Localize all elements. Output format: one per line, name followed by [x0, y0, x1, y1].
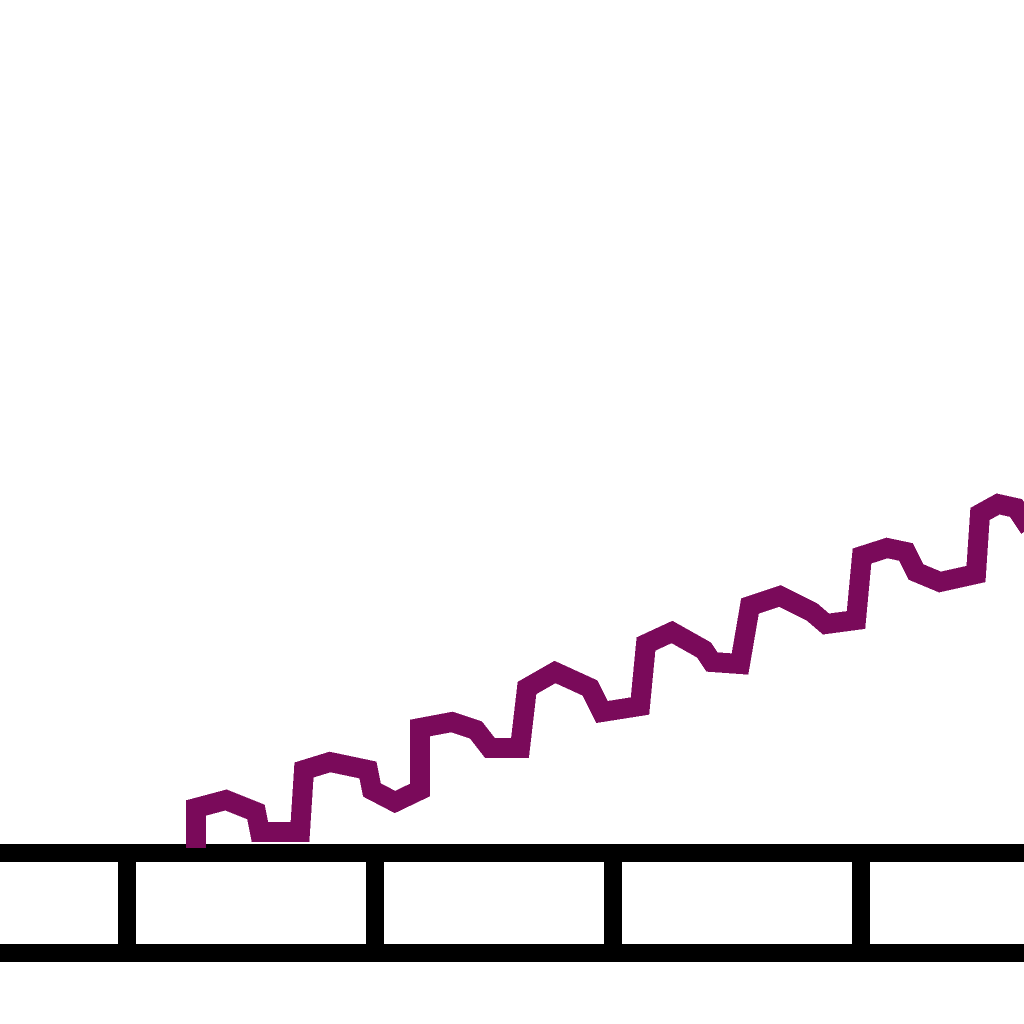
track-post: [604, 852, 622, 952]
top-rail: [0, 844, 1024, 862]
rail-track: [0, 844, 1024, 962]
track-post: [118, 852, 136, 952]
track-post: [852, 852, 870, 952]
rising-wave-line: [186, 493, 1024, 848]
bottom-rail: [0, 944, 1024, 962]
track-post: [366, 852, 384, 952]
